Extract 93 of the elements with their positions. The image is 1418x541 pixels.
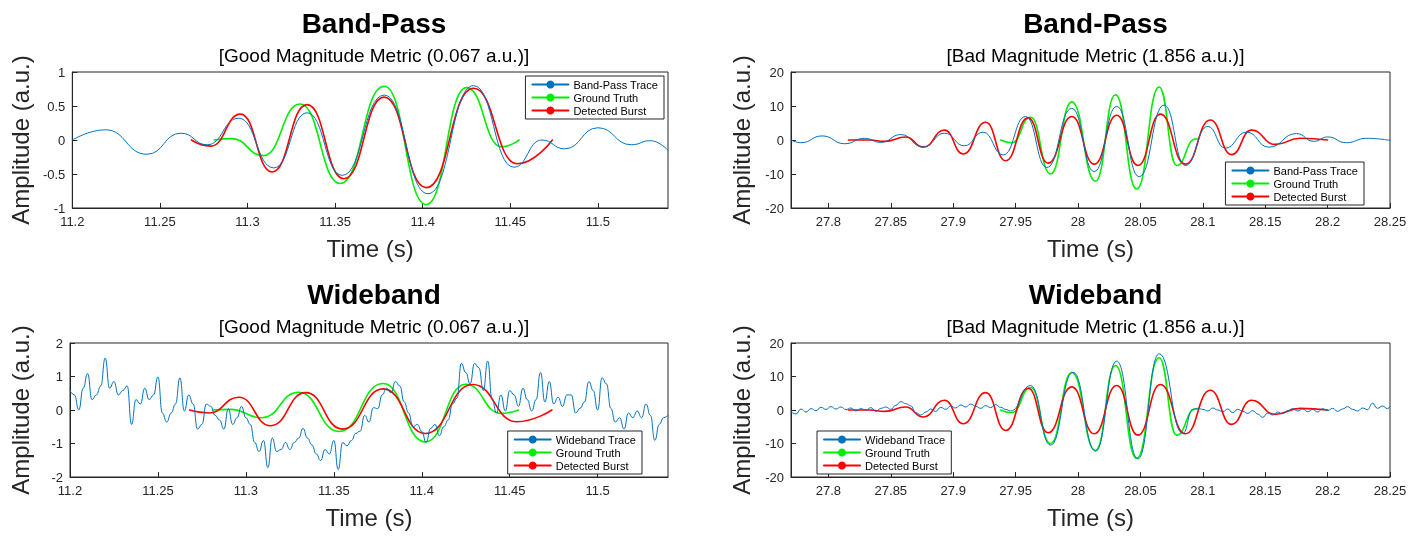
x-tick-label: 11.2 (57, 483, 83, 498)
y-tick-label: 1 (58, 64, 66, 80)
x-tick-label: 28.1 (1190, 214, 1216, 229)
y-tick-label: -2 (51, 469, 63, 485)
chart-subtitle: [Bad Magnitude Metric (1.856 a.u.)] (946, 316, 1245, 337)
x-tick-label: 11.5 (585, 483, 610, 498)
legend-label: Detected Burst (865, 459, 938, 472)
y-tick-label: -10 (765, 166, 784, 182)
chart-subtitle: [Good Magnitude Metric (0.067 a.u.)] (218, 316, 530, 337)
x-axis-title: Time (s) (1046, 503, 1135, 531)
y-tick-label: -20 (765, 469, 784, 485)
legend-label: Band-Pass Trace (573, 78, 658, 91)
x-tick-label: 11.45 (494, 214, 527, 229)
y-tick-label: -1 (53, 200, 66, 216)
legend-label: Wideband Trace (555, 433, 636, 446)
y-tick-label: 10 (769, 98, 784, 114)
x-tick-label: 11.3 (233, 483, 259, 498)
legend-label: Ground Truth (555, 446, 621, 459)
y-tick-label: 0 (776, 402, 784, 418)
line-series (188, 383, 553, 435)
x-tick-label: 28.1 (1190, 483, 1216, 498)
y-tick-label: 2 (55, 335, 63, 351)
y-tick-label: 20 (769, 64, 784, 80)
y-tick-label: 0 (776, 132, 784, 148)
legend-label: Detected Burst (555, 459, 629, 472)
y-tick-label: -10 (765, 436, 784, 451)
x-tick-label: 27.95 (999, 214, 1032, 229)
legend-label: Detected Burst (1273, 190, 1347, 203)
y-tick-label: 1 (55, 369, 63, 384)
x-tick-label: 27.85 (874, 214, 908, 229)
x-tick-label: 11.4 (409, 483, 434, 498)
y-tick-label: 20 (769, 335, 784, 351)
x-tick-label: 27.95 (999, 483, 1032, 498)
x-tick-label: 27.8 (815, 214, 842, 229)
line-series (69, 357, 669, 471)
x-tick-label: 11.35 (319, 214, 351, 229)
line-series (847, 383, 1329, 436)
legend-label: Ground Truth (573, 91, 639, 104)
y-tick-label: -1 (51, 436, 63, 451)
y-axis-title: Amplitude (a.u.) (727, 325, 755, 495)
x-axis-title: Time (s) (325, 503, 413, 531)
y-tick-label: 0 (55, 402, 63, 418)
x-tick-label: 11.2 (60, 214, 85, 229)
x-tick-label: 28 (1070, 483, 1086, 498)
x-tick-label: 11.35 (318, 483, 350, 498)
x-tick-label: 11.45 (493, 483, 526, 498)
x-tick-label: 27.85 (874, 483, 908, 498)
y-tick-label: 0 (58, 132, 66, 148)
y-tick-label: 10 (769, 369, 784, 384)
x-tick-label: 28.15 (1248, 483, 1282, 498)
line-series (790, 104, 1391, 178)
x-tick-label: 27.8 (815, 483, 842, 498)
chart-title: Band-Pass (1023, 7, 1168, 39)
chart-subtitle: [Good Magnitude Metric (0.067 a.u.)] (218, 45, 530, 66)
x-tick-label: 11.5 (585, 214, 611, 229)
y-tick-label: -20 (765, 200, 784, 216)
x-tick-label: 11.25 (144, 214, 176, 229)
chart-title: Wideband (1028, 278, 1163, 310)
x-tick-label: 11.4 (410, 214, 435, 229)
x-tick-label: 28.25 (1373, 214, 1407, 229)
legend-label: Wideband Trace (865, 433, 946, 446)
y-axis-title: Amplitude (a.u.) (6, 325, 34, 495)
line-series (999, 86, 1199, 190)
y-axis-title: Amplitude (a.u.) (727, 55, 755, 225)
legend-label: Ground Truth (1273, 177, 1339, 190)
line-series (213, 85, 520, 206)
chart-subtitle: [Bad Magnitude Metric (1.856 a.u.)] (946, 45, 1245, 66)
x-tick-label: 28.05 (1124, 483, 1157, 498)
legend-label: Band-Pass Trace (1273, 164, 1358, 177)
x-tick-label: 11.25 (142, 483, 174, 498)
y-tick-label: 0.5 (47, 98, 66, 114)
x-tick-label: 28.2 (1314, 214, 1341, 229)
line-series (190, 87, 554, 189)
x-tick-label: 28 (1070, 214, 1086, 229)
line-series (847, 113, 1329, 167)
chart-title: Wideband (307, 278, 441, 310)
x-axis-title: Time (s) (326, 234, 414, 262)
x-tick-label: 28.15 (1248, 214, 1282, 229)
line-series (790, 353, 1391, 460)
line-series (211, 382, 520, 443)
legend-label: Detected Burst (573, 104, 647, 117)
x-tick-label: 27.9 (940, 214, 966, 229)
x-tick-label: 28.2 (1314, 483, 1341, 498)
chart-title: Band-Pass (301, 7, 447, 39)
x-axis-title: Time (s) (1046, 234, 1135, 262)
legend-label: Ground Truth (865, 446, 930, 459)
y-tick-label: -0.5 (42, 166, 66, 182)
x-tick-label: 27.9 (940, 483, 966, 498)
x-tick-label: 11.3 (235, 214, 260, 229)
x-tick-label: 28.05 (1124, 214, 1157, 229)
line-series (999, 356, 1199, 460)
y-axis-title: Amplitude (a.u.) (6, 55, 34, 225)
x-tick-label: 28.25 (1373, 483, 1407, 498)
